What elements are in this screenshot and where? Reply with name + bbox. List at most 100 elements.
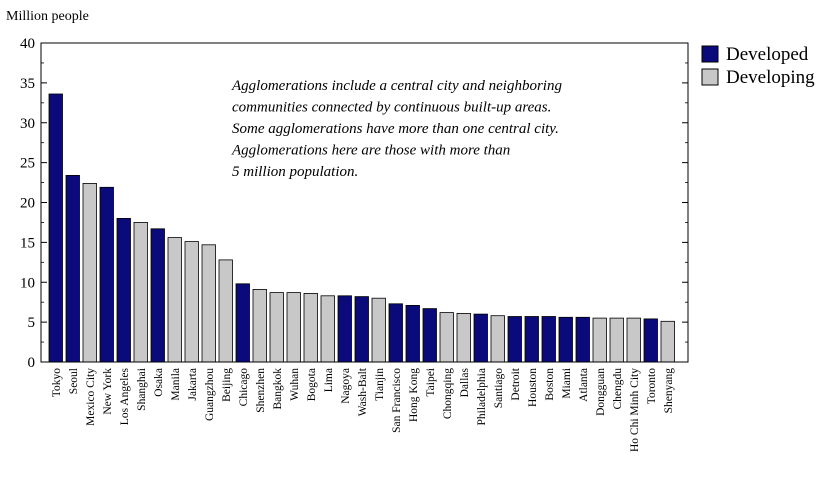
x-tick-label: Bangkok	[272, 368, 284, 410]
bar-dongguan	[592, 317, 607, 363]
bars-group	[48, 93, 675, 363]
axes-group	[40, 42, 689, 363]
bar-santiago	[490, 315, 505, 363]
bar-new-york	[99, 186, 114, 363]
y-axis-label: Million people	[6, 9, 89, 24]
y-tick-label: 40	[20, 36, 35, 52]
annotation-text: Agglomerations include a central city an…	[231, 78, 562, 180]
legend-label-developed: Developed	[726, 44, 809, 65]
x-tick-label: San Francisco	[391, 368, 403, 433]
x-tick-label: Dallas	[459, 367, 471, 397]
bar-chengdu	[609, 317, 624, 363]
bar-wash-balt	[354, 296, 369, 363]
bar-osaka	[150, 228, 165, 363]
x-tick-label: Chengdu	[612, 368, 624, 410]
x-tick-label: Wuhan	[289, 368, 301, 401]
bar-shenyang	[660, 320, 675, 363]
x-tick-label: Boston	[544, 368, 556, 401]
bar-bogota	[303, 292, 318, 363]
y-tick-label: 5	[28, 315, 36, 331]
x-tick-label: Miami	[561, 368, 573, 399]
x-tick-label: Atlanta	[578, 368, 590, 402]
annotation-line: Some agglomerations have more than one c…	[232, 121, 559, 137]
x-tick-label: Beijing	[221, 368, 233, 402]
x-tick-label: Lima	[323, 368, 335, 392]
bar-guangzhou	[201, 244, 216, 363]
x-tick-label: Chongqing	[442, 368, 454, 419]
x-tick-label: Los Angeles	[119, 367, 131, 425]
x-tick-label: Osaka	[153, 368, 165, 397]
bar-manila	[167, 237, 182, 363]
x-tick-label: Seoul	[68, 368, 80, 394]
x-tick-label: Philadelphia	[476, 368, 488, 426]
bar-dallas	[456, 312, 471, 363]
bar-jakarta	[184, 241, 199, 363]
y-tick-label: 25	[20, 156, 35, 172]
bar-shanghai	[133, 221, 148, 363]
bar-wuhan	[286, 292, 301, 363]
bar-atlanta	[575, 316, 590, 363]
bar-miami	[558, 316, 573, 363]
x-tick-label: Chicago	[238, 368, 250, 407]
x-tick-label: Jakarta	[187, 368, 199, 401]
x-tick-label: Tianjin	[374, 368, 386, 401]
annotation-line: Agglomerations include a central city an…	[231, 78, 562, 94]
annotation-line: Agglomerations here are those with more …	[231, 143, 510, 159]
x-tick-label: Tokyo	[51, 368, 63, 397]
x-tick-label: Wash-Balt	[357, 367, 369, 416]
y-tick-label: 10	[20, 275, 35, 291]
bar-tianjin	[371, 297, 386, 363]
bar-detroit	[507, 316, 522, 363]
bar-taipei	[422, 308, 437, 363]
y-tick-label: 15	[20, 235, 35, 251]
annotation-line: 5 million population.	[232, 164, 358, 180]
x-tick-label: Manila	[170, 368, 182, 401]
bar-chicago	[235, 283, 250, 363]
x-tick-label: Shanghai	[136, 368, 148, 411]
bar-mexico-city	[82, 182, 97, 363]
y-tick-label: 0	[28, 355, 36, 371]
bar-philadelphia	[473, 313, 488, 363]
bar-hong-kong	[405, 304, 420, 363]
bar-san-francisco	[388, 303, 403, 363]
bar-ho-chi-minh-city	[626, 317, 641, 363]
bar-tokyo	[48, 93, 63, 363]
bar-beijing	[218, 259, 233, 363]
x-tick-label: Shenzhen	[255, 368, 267, 413]
annotation-line: communities connected by continuous buil…	[232, 100, 551, 116]
x-tick-label: Bogota	[306, 368, 318, 401]
bar-houston	[524, 316, 539, 363]
bar-chongqing	[439, 312, 454, 363]
legend-swatch-developing	[701, 68, 719, 86]
bar-shenzhen	[252, 288, 267, 363]
bar-nagoya	[337, 295, 352, 363]
bar-boston	[541, 316, 556, 363]
y-tick-label: 30	[20, 116, 35, 132]
x-tick-label: Shenyang	[663, 368, 675, 414]
x-tick-label: Guangzhou	[204, 368, 216, 421]
bar-lima	[320, 295, 335, 363]
legend-swatch-developed	[701, 45, 719, 63]
y-tick-label: 35	[20, 76, 35, 92]
x-tick-labels: Tokyo Seoul Mexico City New York Los Angeles…	[51, 367, 675, 452]
x-tick-label: Ho Chi Minh City	[629, 368, 641, 452]
bar-los-angeles	[116, 217, 131, 363]
x-tick-label: Mexico City	[85, 368, 97, 426]
x-tick-label: Hong Kong	[408, 368, 420, 422]
x-tick-label: Taipei	[425, 368, 437, 397]
x-tick-label: New York	[102, 368, 114, 415]
x-tick-label: Dongguan	[595, 368, 607, 416]
bar-seoul	[65, 174, 80, 363]
x-tick-label: Houston	[527, 368, 539, 407]
y-tick-labels: 0 5 10 15 20 25 30 35 40	[20, 36, 35, 371]
y-tick-label: 20	[20, 196, 35, 212]
x-tick-label: Detroit	[510, 367, 522, 400]
bar-toronto	[643, 318, 658, 363]
x-tick-label: Nagoya	[340, 368, 352, 404]
bar-bangkok	[269, 292, 284, 363]
legend-label-developing: Developing	[726, 67, 815, 88]
x-tick-label: Santiago	[493, 368, 505, 408]
